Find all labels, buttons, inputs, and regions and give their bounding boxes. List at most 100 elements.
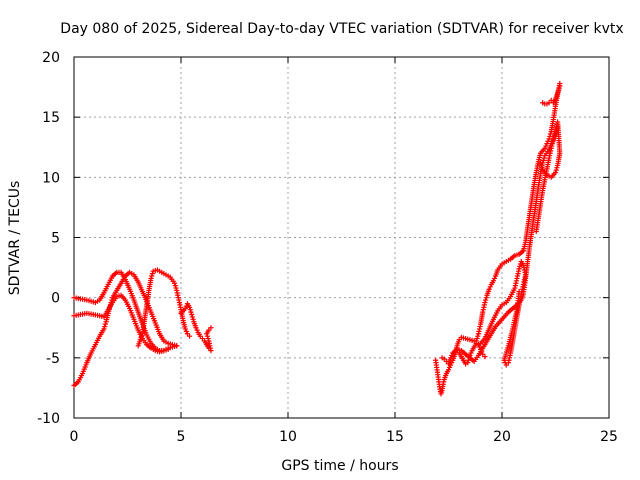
data-point (542, 145, 548, 152)
data-point (475, 341, 482, 348)
data-point (552, 126, 559, 132)
y-tick-label: -10 (37, 411, 60, 427)
data-point (516, 266, 522, 272)
data-point (172, 283, 178, 289)
y-tick-labels: -10 -5 0 5 10 15 20 (37, 50, 60, 427)
data-point (188, 309, 194, 315)
series-track-b (71, 269, 180, 354)
data-point (190, 316, 196, 322)
x-tick-label: 25 (600, 429, 618, 445)
x-tick-label: 10 (279, 429, 297, 445)
data-point (149, 273, 155, 279)
data-point (102, 321, 108, 327)
grid-lines (74, 57, 609, 418)
data-point (102, 323, 108, 330)
data-point (467, 352, 473, 359)
data-point (538, 162, 544, 168)
data-point (475, 333, 481, 339)
data-point (101, 326, 107, 332)
data-point (553, 167, 559, 173)
x-tick-label: 5 (177, 429, 186, 445)
data-point (474, 335, 480, 342)
series-track-k (456, 340, 488, 367)
data-point (194, 327, 200, 333)
data-point (486, 286, 492, 292)
data-point (173, 285, 179, 291)
data-point (466, 355, 472, 361)
data-point (545, 138, 551, 144)
data-point (189, 311, 195, 318)
series-track-h (478, 258, 529, 368)
data-point (540, 167, 546, 173)
data-point (487, 284, 493, 290)
data-point (465, 357, 472, 363)
data-point (540, 157, 546, 164)
y-tick-label: 10 (42, 170, 60, 186)
x-tick-labels: 0 5 10 15 20 25 (70, 429, 618, 445)
data-point (205, 335, 211, 342)
data-point (208, 325, 214, 331)
data-point (449, 352, 455, 359)
x-axis-title: GPS time / hours (281, 458, 398, 474)
data-point (468, 350, 474, 356)
y-tick-label: 20 (42, 50, 60, 66)
data-point (537, 160, 544, 166)
data-point (503, 362, 509, 368)
y-tick-label: 15 (42, 110, 60, 126)
data-point (516, 289, 522, 295)
x-tick-label: 15 (386, 429, 404, 445)
series-track-g (439, 124, 561, 367)
data-point (174, 343, 180, 349)
y-tick-label: -5 (46, 351, 60, 367)
data-point (448, 355, 454, 361)
data-point (555, 90, 561, 96)
data-point (539, 165, 545, 171)
data-point (483, 295, 489, 301)
data-point (182, 326, 188, 332)
data-point (165, 346, 171, 353)
x-tick-label: 20 (493, 429, 511, 445)
data-point (186, 333, 193, 339)
data-point (517, 263, 523, 269)
data-point (171, 280, 178, 286)
data-point (187, 307, 193, 313)
data-point (482, 297, 489, 303)
data-point (449, 360, 455, 366)
y-tick-label: 5 (51, 231, 60, 247)
data-point (557, 83, 563, 89)
data-point (465, 360, 471, 366)
data-point (556, 85, 562, 91)
data-point (445, 367, 452, 373)
series-track-e (178, 301, 214, 354)
data-point (189, 314, 196, 320)
data-point (446, 364, 453, 371)
y-tick-label: 0 (51, 291, 60, 307)
data-point (490, 278, 497, 284)
data-series (71, 80, 563, 397)
data-point (193, 325, 199, 331)
data-point (183, 328, 189, 334)
data-point (555, 162, 561, 168)
data-point (482, 354, 488, 360)
series-track-f (433, 80, 563, 397)
data-point (554, 165, 560, 171)
series-track-d (135, 267, 193, 349)
data-point (482, 299, 488, 306)
series-track-a (71, 269, 180, 389)
data-point (206, 338, 212, 344)
axis-ticks (73, 56, 610, 419)
data-point (543, 143, 549, 149)
data-point (541, 155, 547, 161)
data-point (186, 304, 193, 310)
data-point (544, 141, 550, 147)
data-point (555, 88, 561, 94)
data-point (491, 275, 498, 282)
series-track-j (540, 83, 563, 107)
y-axis-title: SDTVAR / TECUs (7, 181, 23, 296)
data-point (476, 344, 483, 350)
data-point (479, 349, 485, 355)
data-point (149, 271, 156, 277)
x-tick-label: 0 (70, 429, 79, 445)
data-point (182, 305, 188, 312)
